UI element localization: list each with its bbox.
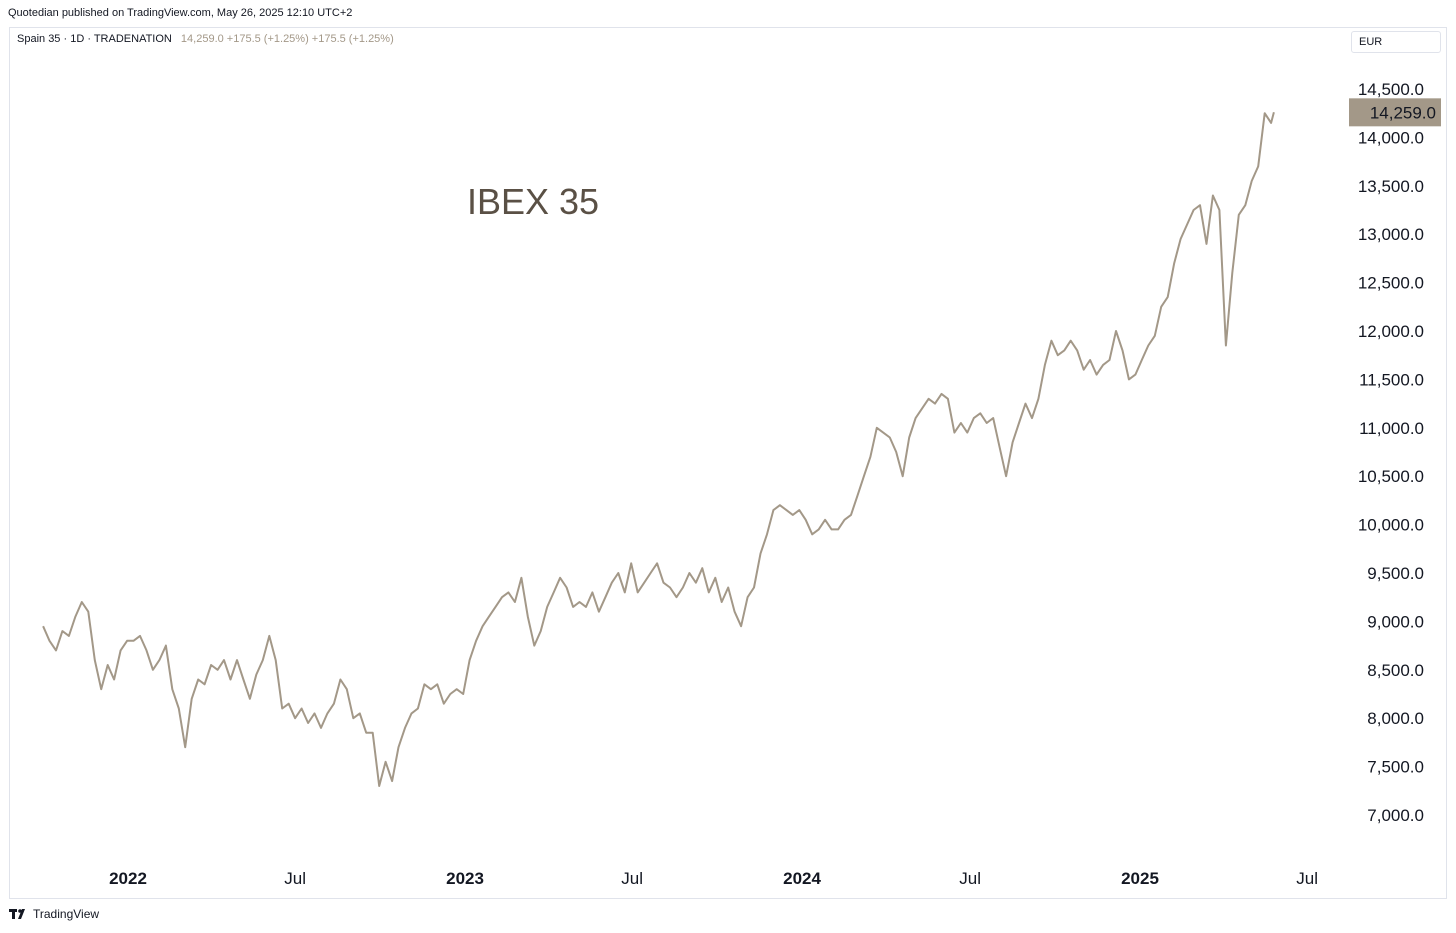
x-tick-label: Jul (1296, 869, 1318, 888)
y-tick-label: 10,500.0 (1358, 467, 1424, 486)
y-tick-label: 14,000.0 (1358, 128, 1424, 147)
x-tick-label: Jul (621, 869, 643, 888)
y-tick-label: 12,000.0 (1358, 322, 1424, 341)
y-tick-label: 12,500.0 (1358, 274, 1424, 293)
y-tick-label: 11,500.0 (1359, 370, 1424, 389)
publisher-text: Quotedian published on TradingView.com, … (8, 7, 353, 19)
y-tick-label: 13,500.0 (1358, 177, 1424, 196)
chart-frame (9, 27, 1447, 899)
y-tick-label: 13,000.0 (1358, 225, 1424, 244)
ohlc-values: 14,259.0 +175.5 (+1.25%) +175.5 (+1.25%) (180, 33, 394, 45)
footer-brand[interactable]: TradingView (9, 907, 99, 921)
y-axis: 7,000.0 7,500.0 8,000.0 8,500.0 9,000.0 9,500… (1358, 80, 1424, 825)
y-tick-label: 8,500.0 (1367, 661, 1424, 680)
y-tick-label: 7,500.0 (1367, 758, 1424, 777)
y-tick-label: 11,000.0 (1359, 419, 1424, 438)
x-tick-label: 2022 (109, 869, 147, 888)
currency-selector[interactable]: EUR (1351, 31, 1441, 53)
series-line (42, 112, 1275, 787)
tradingview-logo-icon (9, 909, 25, 919)
y-tick-label: 9,500.0 (1367, 564, 1424, 583)
last-price-tag: 14,259.0 (1349, 98, 1441, 127)
y-tick-label: 14,500.0 (1358, 80, 1424, 99)
x-tick-label: Jul (284, 869, 306, 888)
footer-brand-label: TradingView (33, 907, 100, 921)
symbol-label[interactable]: Spain 35 · 1D · TRADENATION (17, 33, 172, 45)
x-tick-label: 2024 (783, 869, 821, 888)
last-price-label: 14,259.0 (1370, 103, 1436, 122)
y-tick-label: 7,000.0 (1367, 806, 1424, 825)
x-tick-label: Jul (959, 869, 981, 888)
chart-title: IBEX 35 (467, 181, 599, 222)
x-tick-label: 2023 (446, 869, 484, 888)
y-tick-label: 9,000.0 (1367, 612, 1424, 631)
last-price-tag-bg (1349, 98, 1441, 127)
x-tick-label: 2025 (1121, 869, 1159, 888)
symbol-legend: Spain 35 · 1D · TRADENATION 14,259.0 +17… (17, 33, 394, 45)
y-tick-label: 8,000.0 (1367, 709, 1424, 728)
y-tick-label: 10,000.0 (1358, 516, 1424, 535)
x-axis: 2022 Jul 2023 Jul 2024 Jul 2025 Jul (109, 869, 1318, 888)
